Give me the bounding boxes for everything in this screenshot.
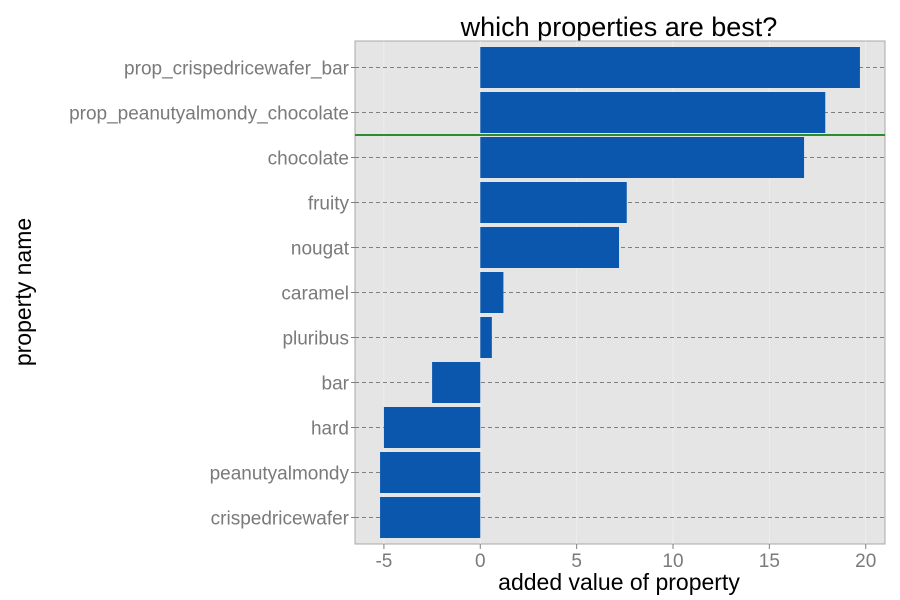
chart-title: which properties are best? — [460, 12, 778, 42]
x-tick-label: 5 — [571, 551, 582, 572]
bar-prop_peanutyalmondy_chocolate — [480, 92, 826, 133]
category-label: hard — [311, 419, 349, 440]
x-tick-label: -5 — [375, 551, 392, 572]
bar-chocolate — [480, 137, 805, 178]
category-label: prop_peanutyalmondy_chocolate — [69, 104, 349, 125]
category-label: peanutyalmondy — [210, 464, 350, 485]
bar-prop_crispedricewafer_bar — [480, 47, 860, 88]
x-tick-label: 20 — [855, 551, 876, 572]
x-tick-label: 0 — [475, 551, 486, 572]
category-label: chocolate — [268, 149, 349, 170]
bar-hard — [383, 407, 481, 448]
bar-pluribus — [480, 317, 492, 358]
bar-fruity — [480, 182, 627, 223]
x-tick-label: 15 — [759, 551, 780, 572]
bar-nougat — [480, 227, 620, 268]
category-label: bar — [322, 374, 350, 395]
category-label: pluribus — [282, 329, 349, 350]
bars — [380, 47, 860, 538]
category-label: fruity — [308, 194, 350, 215]
x-axis-ticks: -5 0 5 10 15 20 — [375, 544, 876, 572]
category-label: prop_crispedricewafer_bar — [124, 59, 350, 80]
category-label: caramel — [281, 284, 349, 305]
y-axis-title: property name — [10, 218, 36, 366]
category-label: nougat — [291, 239, 350, 260]
bar-bar — [432, 362, 481, 403]
x-axis-title: added value of property — [498, 569, 740, 595]
category-labels: prop_crispedricewafer_bar prop_peanutyalm… — [69, 59, 355, 530]
bar-peanutyalmondy — [380, 452, 481, 493]
bar-caramel — [480, 272, 504, 313]
category-label: crispedricewafer — [211, 509, 350, 530]
x-tick-label: 10 — [662, 551, 683, 572]
bar-crispedricewafer — [380, 497, 481, 538]
